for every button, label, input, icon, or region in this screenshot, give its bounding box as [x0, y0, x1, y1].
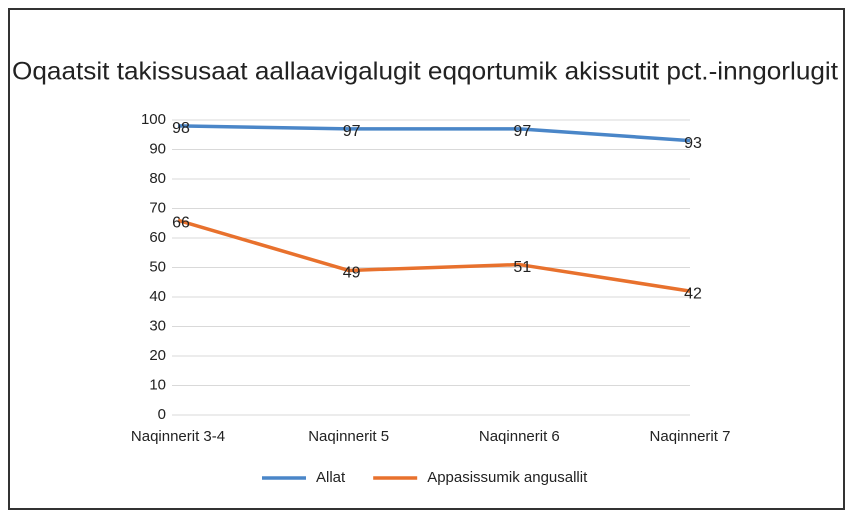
data-label: 51 [513, 259, 531, 276]
series-line [177, 218, 691, 293]
y-tick-label: 40 [149, 288, 166, 305]
x-tick-label: Naqinnerit 7 [650, 428, 731, 445]
data-label: 97 [343, 123, 361, 140]
y-tick-label: 20 [149, 347, 166, 364]
x-tick-label: Naqinnerit 5 [308, 428, 389, 445]
x-tick-label: Naqinnerit 6 [479, 428, 560, 445]
y-tick-label: 90 [149, 140, 166, 157]
y-tick-label: 30 [149, 317, 166, 334]
data-label: 42 [684, 285, 702, 302]
y-tick-label: 80 [149, 170, 166, 187]
data-label: 93 [684, 135, 702, 152]
data-label: 98 [172, 120, 190, 137]
y-tick-label: 70 [149, 199, 166, 216]
y-tick-label: 0 [158, 406, 166, 423]
y-tick-label: 100 [141, 111, 166, 128]
data-label: 97 [513, 123, 531, 140]
x-tick-label: Naqinnerit 3-4 [131, 428, 225, 445]
y-tick-label: 50 [149, 258, 166, 275]
chart-frame [8, 8, 845, 510]
legend-label: Appasissumik angusallit [427, 469, 588, 486]
series-line [177, 124, 691, 143]
y-tick-label: 10 [149, 376, 166, 393]
legend-label: Allat [316, 469, 346, 486]
y-tick-label: 60 [149, 229, 166, 246]
chart-title: Oqaatsit takissusaat aallaavigalugit eqq… [12, 58, 838, 86]
data-label: 49 [343, 265, 361, 282]
data-label: 66 [172, 215, 190, 232]
